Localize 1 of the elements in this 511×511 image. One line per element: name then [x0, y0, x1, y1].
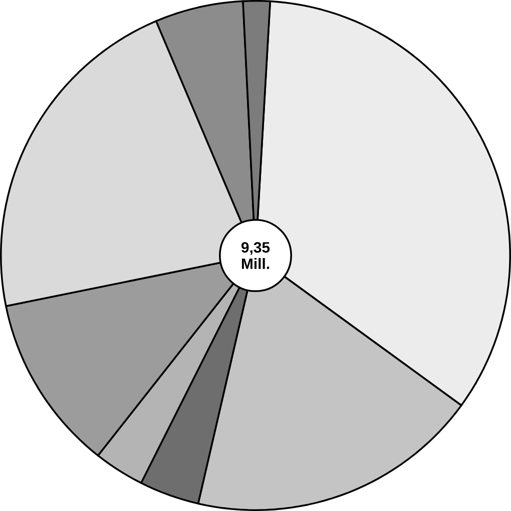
text: 9,35 Mill. [241, 242, 270, 269]
